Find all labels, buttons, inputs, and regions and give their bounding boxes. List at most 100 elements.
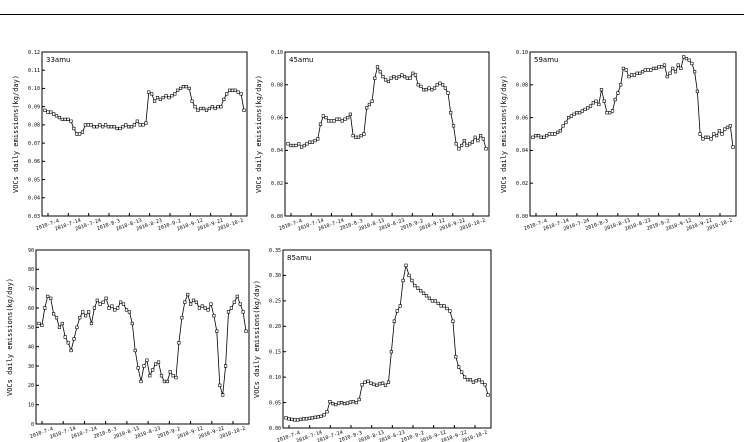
y-tick-label: 0.03: [28, 214, 40, 220]
y-tick-label: 0.06: [516, 115, 528, 121]
data-point: [578, 111, 582, 115]
chart-59amu: 0.000.020.040.060.080.102010-7-42010-7-1…: [500, 50, 737, 233]
y-tick-label: 0.35: [269, 248, 281, 254]
data-point: [480, 380, 484, 384]
data-point: [179, 86, 183, 90]
data-point: [162, 379, 167, 384]
data-point: [209, 302, 213, 306]
data-point: [324, 116, 328, 120]
data-point: [701, 137, 705, 141]
y-tick-label: 0.00: [271, 214, 283, 220]
data-point: [51, 312, 56, 316]
data-point: [189, 302, 193, 306]
data-point: [662, 63, 667, 67]
data-point: [49, 296, 53, 300]
data-point: [80, 130, 85, 134]
data-point: [232, 300, 236, 304]
data-point: [69, 348, 73, 353]
data-point: [687, 58, 691, 62]
data-point: [641, 70, 645, 74]
data-point: [66, 117, 70, 121]
data-point: [357, 397, 361, 402]
data-point: [725, 125, 730, 129]
data-point: [207, 106, 212, 111]
y-tick-label: 0: [31, 422, 34, 428]
data-point: [328, 400, 332, 404]
data-point: [98, 302, 102, 306]
y-tick-label: 0.08: [516, 83, 528, 89]
data-point: [299, 145, 304, 149]
data-point: [183, 300, 187, 304]
data-point: [386, 380, 391, 384]
data-point: [173, 92, 177, 96]
data-point: [443, 86, 447, 90]
data-point: [167, 95, 171, 100]
data-point: [54, 316, 59, 320]
data-point: [86, 123, 90, 127]
data-point: [451, 319, 455, 323]
data-point: [286, 142, 290, 146]
x-tick-label: 2010-7-4: [276, 430, 301, 442]
data-point: [180, 316, 184, 320]
series-tag: 85amu: [287, 254, 311, 262]
data-point: [213, 106, 217, 111]
data-point: [575, 111, 579, 115]
data-point: [293, 418, 297, 422]
data-point: [310, 416, 314, 420]
data-point: [176, 88, 180, 92]
data-point: [392, 74, 396, 79]
data-point: [334, 403, 338, 407]
data-point: [141, 123, 145, 127]
chart-33amu: 0.03 0.04 0.05 0.06 0.07 0.08 0.09 0.10 0.11 0.12…: [12, 50, 248, 233]
data-point: [72, 126, 76, 131]
data-point: [410, 278, 414, 283]
data-point: [165, 379, 169, 384]
data-point: [381, 381, 385, 385]
data-point: [78, 316, 82, 320]
series-tag: 33amu: [46, 56, 70, 64]
data-point: [304, 417, 309, 421]
data-point: [468, 142, 472, 146]
data-point: [199, 106, 203, 111]
data-point: [216, 105, 220, 109]
data-point: [348, 400, 352, 404]
data-point: [367, 102, 371, 107]
data-point: [138, 123, 142, 127]
plot-frame: [41, 51, 248, 217]
data-point: [432, 86, 437, 90]
data-point: [335, 117, 339, 121]
data-point: [291, 143, 295, 148]
data-point: [229, 306, 234, 310]
data-point: [564, 120, 568, 125]
data-point: [728, 124, 732, 128]
data-point: [109, 125, 113, 129]
data-point: [363, 380, 367, 384]
y-axis-label: VOCs daily emissions(kg/day): [500, 75, 508, 193]
data-point: [567, 116, 571, 120]
data-point: [351, 400, 355, 404]
data-point: [164, 94, 168, 98]
data-point: [389, 350, 394, 354]
data-point: [698, 132, 702, 136]
data-point: [624, 68, 628, 72]
data-point: [684, 56, 689, 61]
y-axis-label: VOCs daily emissions(kg/day): [253, 280, 261, 398]
data-point: [536, 134, 541, 138]
data-point: [602, 99, 606, 103]
data-point: [319, 414, 323, 418]
data-point: [43, 108, 47, 112]
data-point: [307, 416, 311, 420]
data-point: [534, 134, 538, 138]
y-tick-label: 0.05: [269, 400, 281, 406]
data-point: [531, 135, 535, 139]
data-point: [463, 375, 467, 379]
y-tick-label: 20: [28, 383, 34, 389]
y-tick-label: 70: [28, 286, 34, 292]
data-point: [359, 134, 363, 138]
data-point: [222, 97, 226, 101]
data-point: [322, 413, 326, 417]
data-point: [132, 123, 137, 127]
data-point: [657, 65, 661, 69]
data-point: [351, 134, 355, 138]
data-point: [316, 415, 320, 419]
